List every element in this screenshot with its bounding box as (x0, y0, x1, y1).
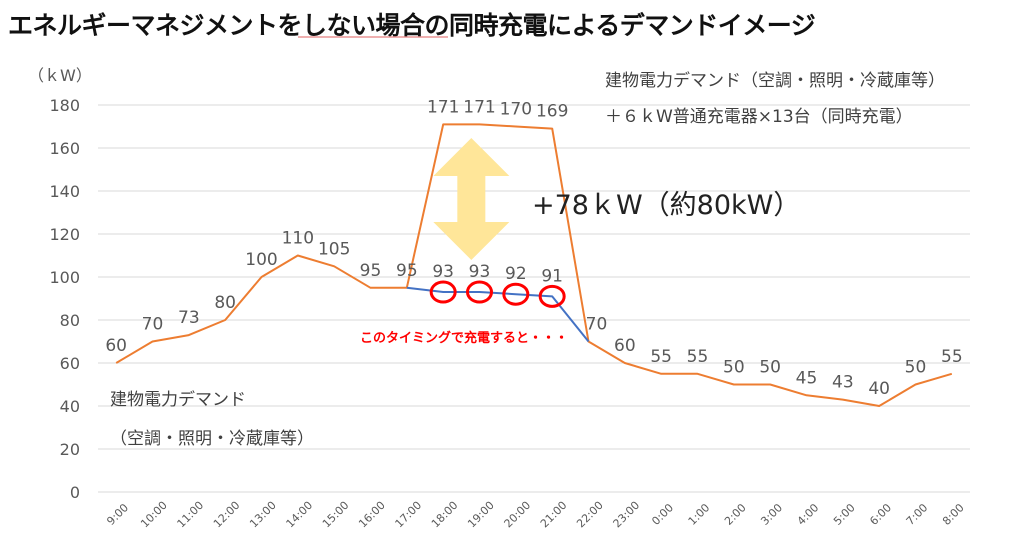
x-tick-label: 19:00 (465, 499, 497, 531)
x-tick-label: 21:00 (538, 499, 570, 531)
y-tick-label: 180 (49, 96, 80, 115)
annotation-building-line1: 建物電力デマンド (110, 390, 246, 410)
annotation-combined-line2: ＋６ｋW普通充電器×13台（同時充電） (605, 107, 913, 127)
x-tick-label: 6:00 (867, 501, 894, 528)
x-tick-label: 5:00 (831, 501, 858, 528)
data-label: 50 (905, 358, 927, 378)
title-underline (298, 36, 448, 38)
x-tick-label: 16:00 (356, 499, 388, 531)
data-label: 70 (142, 315, 164, 335)
data-label: 55 (941, 347, 963, 367)
annotation-building-line2: （空調・照明・冷蔵庫等） (110, 429, 314, 449)
data-label: 70 (586, 315, 608, 335)
highlight-circle (538, 284, 566, 308)
data-label: 169 (536, 102, 568, 122)
data-label: 60 (105, 336, 127, 356)
x-tick-label: 14:00 (284, 499, 316, 531)
data-label: 50 (759, 358, 781, 378)
data-label: 110 (282, 229, 314, 249)
page-title: エネルギーマネジメントをしない場合の同時充電によるデマンドイメージ (8, 11, 816, 40)
data-label: 73 (178, 308, 200, 328)
data-label: 171 (463, 97, 495, 117)
annotation-combined-line1: 建物電力デマンド（空調・照明・冷蔵庫等） (605, 71, 945, 91)
data-label: 170 (500, 100, 532, 120)
data-label: 80 (214, 293, 236, 313)
data-label: 93 (432, 262, 454, 282)
x-tick-label: 9:00 (104, 501, 131, 528)
x-tick-label: 11:00 (175, 499, 207, 531)
y-tick-label: 60 (60, 354, 80, 373)
x-tick-label: 17:00 (393, 499, 425, 531)
data-label: 93 (469, 262, 491, 282)
double-arrow-shape (433, 138, 510, 260)
x-tick-label: 15:00 (320, 499, 352, 531)
double-arrow (433, 138, 510, 260)
data-label: 55 (650, 347, 672, 367)
y-tick-label: 20 (60, 440, 80, 459)
grid-lines (98, 104, 970, 493)
data-label: 95 (360, 261, 382, 281)
charging-demand-line (115, 123, 953, 407)
x-tick-label: 13:00 (247, 499, 279, 531)
x-tick-label: 2:00 (722, 501, 749, 528)
x-tick-label: 22:00 (574, 499, 606, 531)
x-tick-label: 12:00 (211, 499, 243, 531)
x-tick-label: 23:00 (611, 499, 643, 531)
data-label: 95 (396, 261, 418, 281)
highlight-circle (502, 282, 530, 306)
x-tick-label: 3:00 (758, 501, 785, 528)
highlight-circle (429, 280, 457, 304)
timing-note: このタイミングで充電すると・・・ (360, 331, 569, 346)
x-tick-label: 7:00 (904, 501, 931, 528)
data-label: 91 (541, 266, 563, 286)
highlight-circle (466, 280, 493, 304)
y-axis-label: （ｋW） (28, 66, 92, 85)
series-lines (115, 123, 953, 407)
data-label: 92 (505, 264, 527, 284)
data-label: 105 (318, 239, 350, 259)
x-tick-label: 4:00 (795, 501, 822, 528)
data-label: 50 (723, 358, 745, 378)
data-label: 100 (245, 250, 277, 270)
difference-annotation: +78ｋW（約80kW） (532, 190, 801, 221)
data-label: 43 (832, 373, 854, 393)
x-tick-label: 1:00 (686, 501, 713, 528)
x-tick-labels: 9:00 10:00 11:00 12:00 13:00 14:00 15:00 16:00 1… (104, 499, 966, 531)
y-tick-labels: 0 20 40 60 80 100 120 140 160 180 (49, 96, 80, 502)
data-label: 40 (868, 379, 890, 399)
y-tick-label: 80 (60, 311, 80, 330)
x-tick-label: 18:00 (429, 499, 461, 531)
data-label: 55 (687, 347, 709, 367)
y-tick-label: 40 (60, 397, 80, 416)
highlight-circles (429, 280, 566, 308)
y-tick-label: 100 (49, 268, 80, 287)
y-tick-label: 0 (70, 483, 80, 502)
data-label: 60 (614, 336, 636, 356)
x-tick-label: 10:00 (138, 499, 170, 531)
data-label: 45 (796, 368, 818, 388)
y-tick-label: 160 (49, 139, 80, 158)
data-label: 171 (427, 97, 459, 117)
y-tick-label: 120 (49, 225, 80, 244)
x-tick-label: 8:00 (940, 501, 967, 528)
x-tick-label: 0:00 (649, 501, 676, 528)
y-tick-label: 140 (49, 182, 80, 201)
x-tick-label: 20:00 (502, 499, 534, 531)
